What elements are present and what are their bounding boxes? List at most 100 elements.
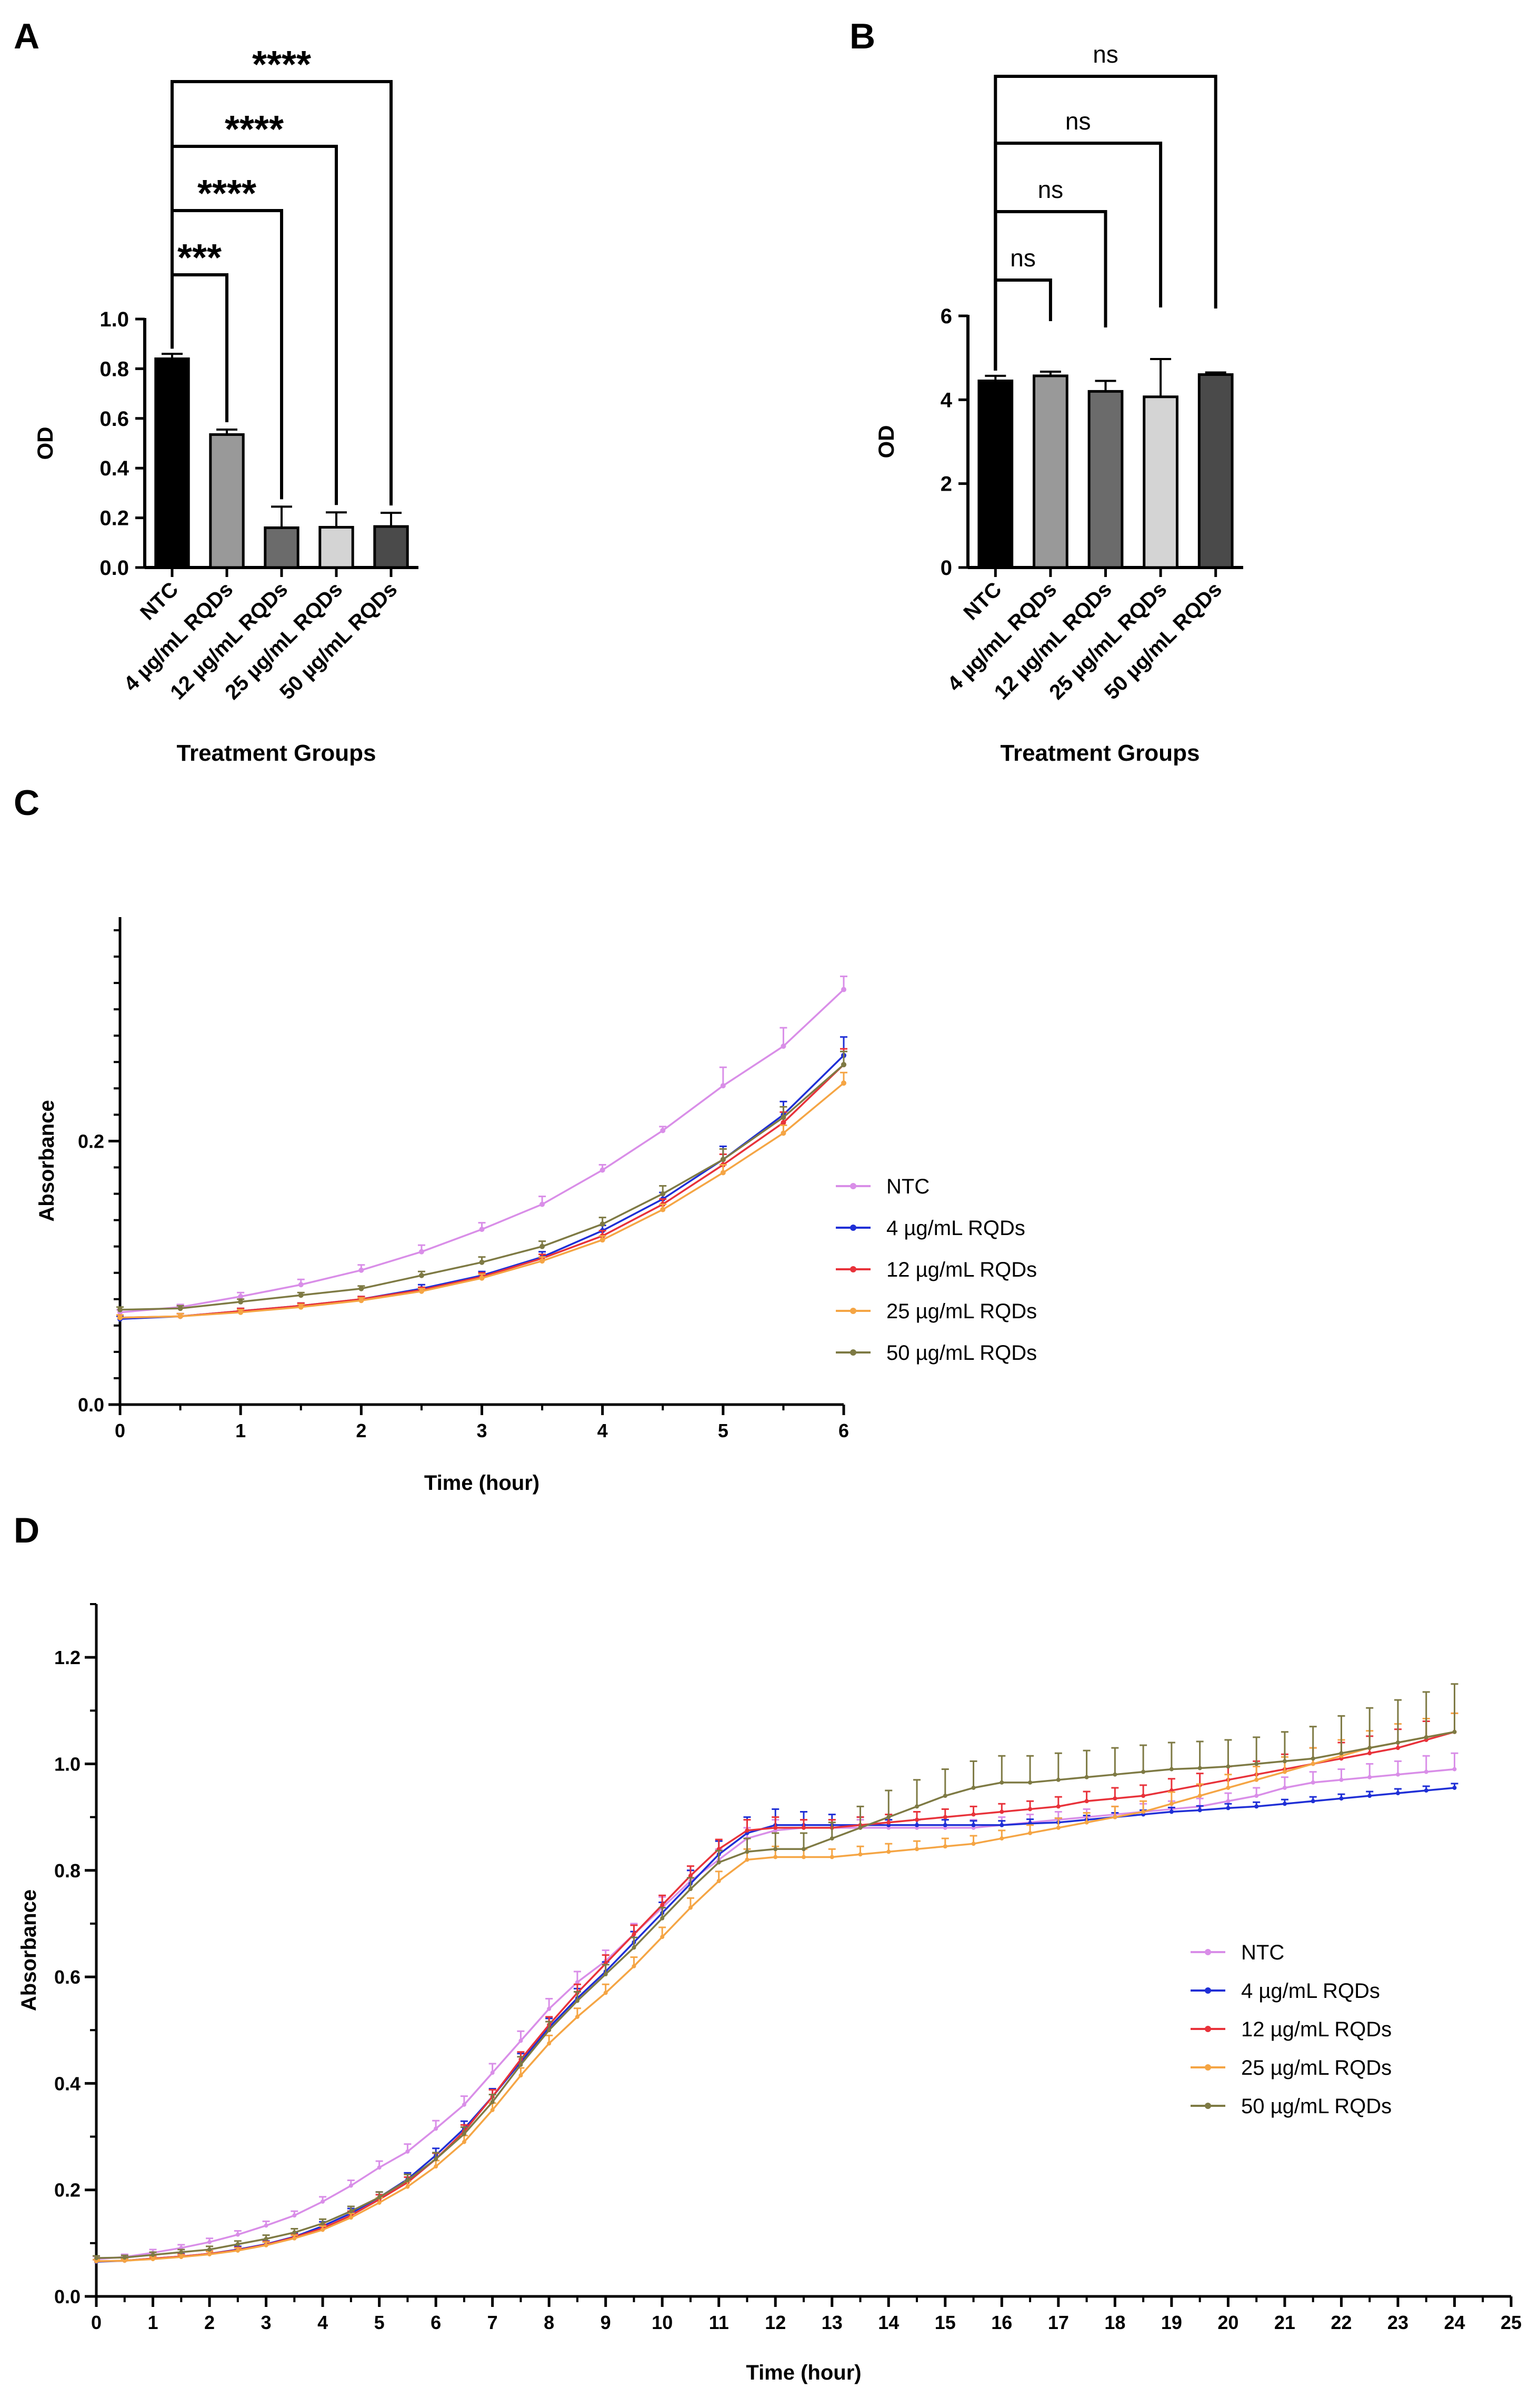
data-point xyxy=(1028,1830,1033,1835)
data-point xyxy=(603,1972,608,1977)
data-point xyxy=(688,1887,693,1892)
y-tick-label: 0.4 xyxy=(54,2073,81,2094)
x-tick-label: 24 xyxy=(1444,2312,1465,2333)
data-point xyxy=(462,2132,466,2136)
data-point xyxy=(117,1307,123,1312)
legend-marker xyxy=(850,1308,856,1314)
data-point xyxy=(745,1849,749,1854)
data-point xyxy=(1084,1775,1089,1779)
data-point xyxy=(490,2071,495,2075)
data-point xyxy=(377,2195,382,2200)
data-point xyxy=(179,2255,184,2260)
panel-label: D xyxy=(14,1510,39,1550)
y-axis-label: OD xyxy=(874,425,898,459)
data-point xyxy=(490,2107,495,2112)
data-point xyxy=(462,2140,466,2144)
data-point xyxy=(1169,1767,1174,1772)
data-point xyxy=(1000,1823,1004,1827)
significance-label: ns xyxy=(1093,41,1118,68)
data-point xyxy=(348,2209,353,2214)
data-point xyxy=(539,1243,545,1249)
data-point xyxy=(1197,1794,1202,1798)
data-point xyxy=(1395,1740,1400,1745)
data-point xyxy=(1226,1799,1231,1804)
legend-marker xyxy=(1205,1987,1211,1994)
data-point xyxy=(1000,1780,1004,1785)
data-point xyxy=(207,2252,212,2257)
data-point xyxy=(348,2183,353,2188)
data-point xyxy=(781,1120,786,1126)
data-point xyxy=(1395,1772,1400,1777)
x-tick-label: NTC xyxy=(136,578,183,624)
data-point xyxy=(479,1275,485,1281)
data-point xyxy=(1339,1751,1344,1756)
y-axis-label: OD xyxy=(33,427,57,460)
panel-d: D0.00.20.40.60.81.01.20 1 2 3 4 5 6 7 8 9 10 11 12 13… xyxy=(14,1510,1522,2384)
bar xyxy=(264,526,299,569)
data-point xyxy=(841,1062,846,1068)
data-point xyxy=(802,1825,806,1830)
series xyxy=(116,1071,847,1320)
x-tick-label: 15 xyxy=(935,2312,956,2333)
legend: NTC 4 µg/mL RQDs 12 µg/mL RQDs 25 µg/mL RQD… xyxy=(836,1175,1037,1365)
data-point xyxy=(238,1309,244,1315)
data-point xyxy=(94,2259,98,2264)
bar xyxy=(977,379,1014,569)
panel-c: C 0.0 0.2 0 1 2 3 4 5 6 Time (hour) Absorbance NTC 4 … xyxy=(14,783,1037,1495)
x-axis-label: Time (hour) xyxy=(424,1471,539,1495)
data-point xyxy=(1254,1794,1259,1798)
data-point xyxy=(1197,1808,1202,1813)
data-point xyxy=(1028,1807,1033,1812)
data-point xyxy=(886,1820,891,1825)
legend-marker xyxy=(850,1225,856,1231)
x-tick-label: 16 xyxy=(991,2312,1012,2333)
data-point xyxy=(886,1849,891,1854)
legend-marker xyxy=(1205,2026,1211,2032)
x-axis-label: Treatment Groups xyxy=(1001,740,1200,766)
data-point xyxy=(886,1815,891,1819)
data-point xyxy=(1452,1785,1457,1790)
x-tick-label: 2 xyxy=(356,1420,366,1441)
data-point xyxy=(745,1857,749,1862)
data-point xyxy=(1282,1759,1287,1764)
x-tick-label: 5 xyxy=(374,2312,385,2333)
data-point xyxy=(539,1201,545,1207)
data-point xyxy=(518,2062,523,2067)
x-tick-label: 4 xyxy=(597,1420,608,1441)
legend-label: 50 µg/mL RQDs xyxy=(886,1341,1037,1365)
legend-label: 25 µg/mL RQDs xyxy=(1241,2056,1392,2079)
data-point xyxy=(434,2164,438,2169)
data-point xyxy=(1367,1775,1372,1779)
data-point xyxy=(151,2257,155,2262)
y-tick-label: 0.2 xyxy=(54,2180,81,2201)
x-tick-label: 23 xyxy=(1387,2312,1408,2333)
data-point xyxy=(358,1298,364,1303)
data-point xyxy=(830,1855,834,1859)
legend-marker xyxy=(850,1349,856,1356)
data-point xyxy=(298,1282,304,1288)
y-tick-label: 0.0 xyxy=(99,556,129,580)
data-point xyxy=(1254,1777,1259,1782)
bar xyxy=(373,525,409,569)
data-point xyxy=(971,1785,976,1790)
significance-label: ns xyxy=(1038,176,1064,203)
series-line xyxy=(119,1082,845,1319)
y-tick-label: 6 xyxy=(941,305,952,328)
data-point xyxy=(1254,1804,1259,1809)
y-axis-label: Absorbance xyxy=(35,1100,58,1221)
y-tick-label: 0.6 xyxy=(54,1966,81,1988)
x-tick-label: 19 xyxy=(1161,2312,1182,2333)
data-point xyxy=(418,1249,424,1255)
data-point xyxy=(405,2178,410,2183)
data-point xyxy=(1424,1735,1428,1739)
data-point xyxy=(292,2213,297,2218)
y-tick-label: 0.8 xyxy=(99,357,129,381)
bar xyxy=(154,357,190,569)
data-point xyxy=(1424,1769,1428,1774)
bar xyxy=(1033,374,1068,569)
data-point xyxy=(1282,1785,1287,1790)
data-point xyxy=(943,1823,947,1827)
data-point xyxy=(1339,1796,1344,1801)
data-point xyxy=(434,2126,438,2131)
